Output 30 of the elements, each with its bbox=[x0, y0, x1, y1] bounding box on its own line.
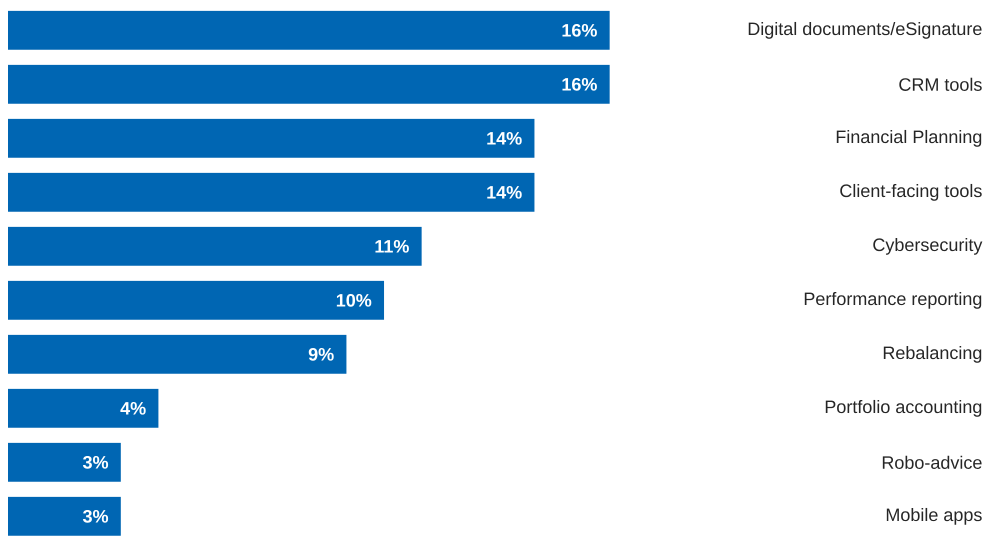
data-label: 14% bbox=[487, 186, 522, 199]
y-tick-label: Financial Planning bbox=[836, 130, 982, 147]
bar bbox=[8, 388, 158, 428]
y-tick-label: Cybersecurity bbox=[873, 238, 982, 255]
data-label: 9% bbox=[308, 348, 334, 361]
bar bbox=[8, 442, 121, 482]
bar bbox=[8, 10, 610, 50]
bar bbox=[8, 496, 121, 536]
bar bbox=[8, 334, 346, 374]
bar bbox=[8, 280, 384, 320]
y-tick-label: Client-facing tools bbox=[840, 184, 982, 201]
bar bbox=[8, 172, 534, 212]
data-label: 16% bbox=[562, 24, 597, 37]
data-label: 11% bbox=[375, 240, 409, 253]
y-tick-label: Mobile apps bbox=[886, 508, 982, 525]
data-label: 16% bbox=[562, 78, 597, 91]
y-tick-label: Robo-advice bbox=[882, 456, 982, 469]
data-label: 4% bbox=[120, 402, 146, 415]
bar bbox=[8, 118, 534, 158]
bar bbox=[8, 226, 422, 266]
data-label: 3% bbox=[82, 456, 108, 469]
data-label: 3% bbox=[82, 510, 108, 523]
y-tick-label: Digital documents/eSignature bbox=[748, 22, 982, 39]
data-label: 10% bbox=[336, 294, 372, 307]
y-tick-label: CRM tools bbox=[899, 78, 982, 91]
bar bbox=[8, 64, 610, 104]
y-tick-label: Rebalancing bbox=[884, 346, 982, 363]
data-label: 14% bbox=[487, 132, 522, 145]
y-tick-label: Portfolio accounting bbox=[826, 400, 982, 417]
y-tick-label: Performance reporting bbox=[804, 292, 982, 309]
